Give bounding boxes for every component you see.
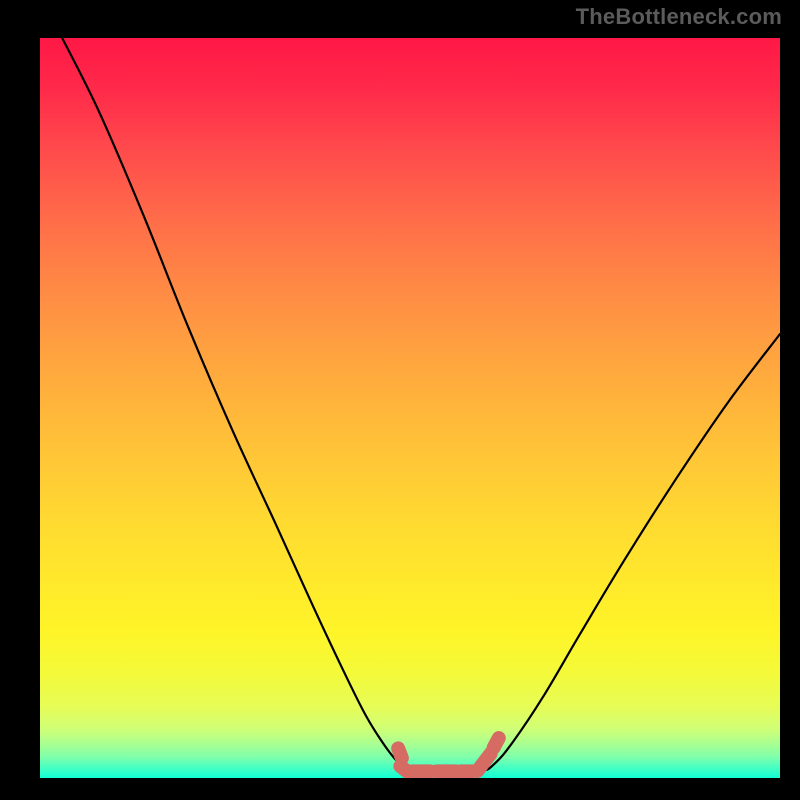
highlight-marker-group bbox=[398, 738, 499, 771]
highlight-marker bbox=[494, 738, 499, 748]
watermark-text: TheBottleneck.com bbox=[576, 4, 782, 30]
chart-container: TheBottleneck.com bbox=[0, 0, 800, 800]
bottleneck-curve bbox=[62, 38, 780, 772]
plot-overlay bbox=[40, 38, 780, 778]
plot-surface bbox=[40, 38, 780, 778]
highlight-marker bbox=[398, 748, 402, 758]
